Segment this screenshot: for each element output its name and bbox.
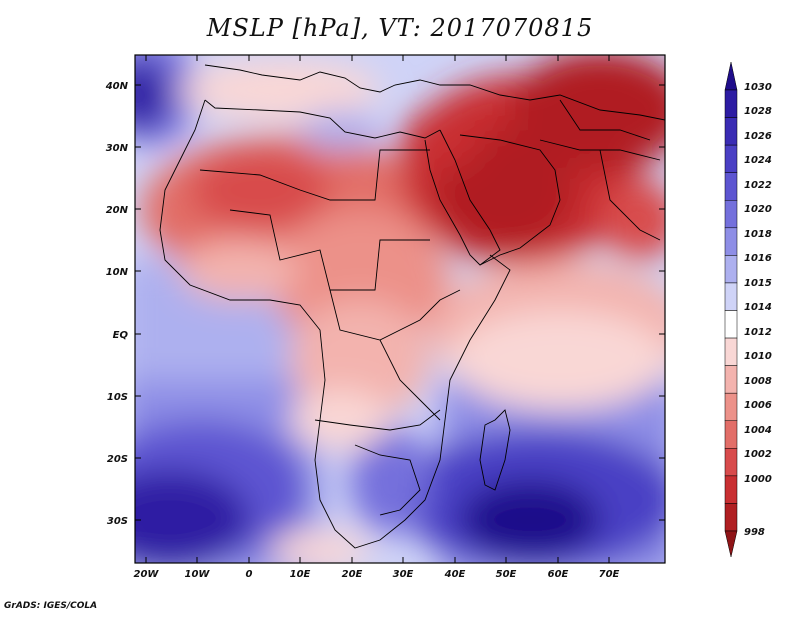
colorbar-label: 1015 xyxy=(744,278,772,289)
colorbar-label: 1028 xyxy=(744,106,772,117)
colorbar-box xyxy=(724,117,738,146)
colorbar-label: 1026 xyxy=(744,131,772,142)
lat-label: 40N xyxy=(105,81,129,92)
lon-label: 20W xyxy=(134,569,160,580)
colorbar-box xyxy=(724,89,738,118)
colorbar-box xyxy=(724,255,738,284)
plot-frame xyxy=(134,54,666,564)
colorbar-box xyxy=(724,282,738,311)
colorbar-box xyxy=(724,144,738,173)
colorbar-label: 1014 xyxy=(744,302,772,313)
colorbar-box xyxy=(724,503,738,532)
colorbar-box xyxy=(724,420,738,449)
lon-label: 10E xyxy=(290,569,311,580)
colorbar-label: 1022 xyxy=(744,180,772,191)
latitude-axis: 40N 30N 20N 10N EQ 10S 20S 30S xyxy=(105,81,665,527)
coastlines xyxy=(159,64,665,549)
longitude-axis: 20W 10W 0 10E 20E 30E 40E 50E 60E 70E xyxy=(134,55,620,580)
lat-label: 10N xyxy=(106,267,129,278)
lon-label: 50E xyxy=(496,569,517,580)
colorbar-label: 1012 xyxy=(744,327,772,338)
lat-label: 20N xyxy=(106,205,129,216)
lat-label: 20S xyxy=(107,454,128,465)
lat-label: EQ xyxy=(113,330,129,341)
colorbar-box xyxy=(724,365,738,394)
colorbar-top-arrow xyxy=(724,61,738,91)
colorbar-label: 1020 xyxy=(744,204,772,215)
colorbar-label: 1024 xyxy=(744,155,772,166)
colorbar: 1030 1028 1026 1024 1022 1020 1018 1016 … xyxy=(724,61,772,558)
colorbar-boxes xyxy=(724,89,738,532)
map-title: MSLP [hPa], VT: 2017070815 xyxy=(206,14,594,42)
lat-label: 30S xyxy=(107,516,128,527)
lon-label: 30E xyxy=(393,569,414,580)
colorbar-box xyxy=(724,475,738,504)
colorbar-label: 1018 xyxy=(744,229,772,240)
lon-label: 10W xyxy=(185,569,211,580)
colorbar-box xyxy=(724,310,738,339)
colorbar-box xyxy=(724,227,738,256)
lon-label: 40E xyxy=(444,569,466,580)
colorbar-label: 1008 xyxy=(744,376,772,387)
lon-label: 70E xyxy=(599,569,620,580)
colorbar-label: 1006 xyxy=(744,400,772,411)
colorbar-box xyxy=(724,448,738,477)
colorbar-box xyxy=(724,172,738,201)
colorbar-box xyxy=(724,200,738,229)
lat-label: 30N xyxy=(106,143,129,154)
colorbar-label: 1016 xyxy=(744,253,772,264)
lat-label: 10S xyxy=(107,392,128,403)
lon-label: 60E xyxy=(548,569,569,580)
colorbar-label: 998 xyxy=(744,527,765,538)
colorbar-label: 1004 xyxy=(744,425,772,436)
colorbar-label: 1010 xyxy=(744,351,772,362)
colorbar-bottom-arrow xyxy=(724,530,738,558)
colorbar-box xyxy=(724,392,738,421)
colorbar-label: 1000 xyxy=(744,474,772,485)
colorbar-box xyxy=(724,337,738,366)
pressure-field xyxy=(135,55,665,563)
lon-label: 20E xyxy=(342,569,363,580)
lon-label: 0 xyxy=(246,569,253,580)
colorbar-label: 1030 xyxy=(744,82,772,93)
footer-credit: GrADS: IGES/COLA xyxy=(4,601,98,611)
colorbar-label: 1002 xyxy=(744,449,772,460)
